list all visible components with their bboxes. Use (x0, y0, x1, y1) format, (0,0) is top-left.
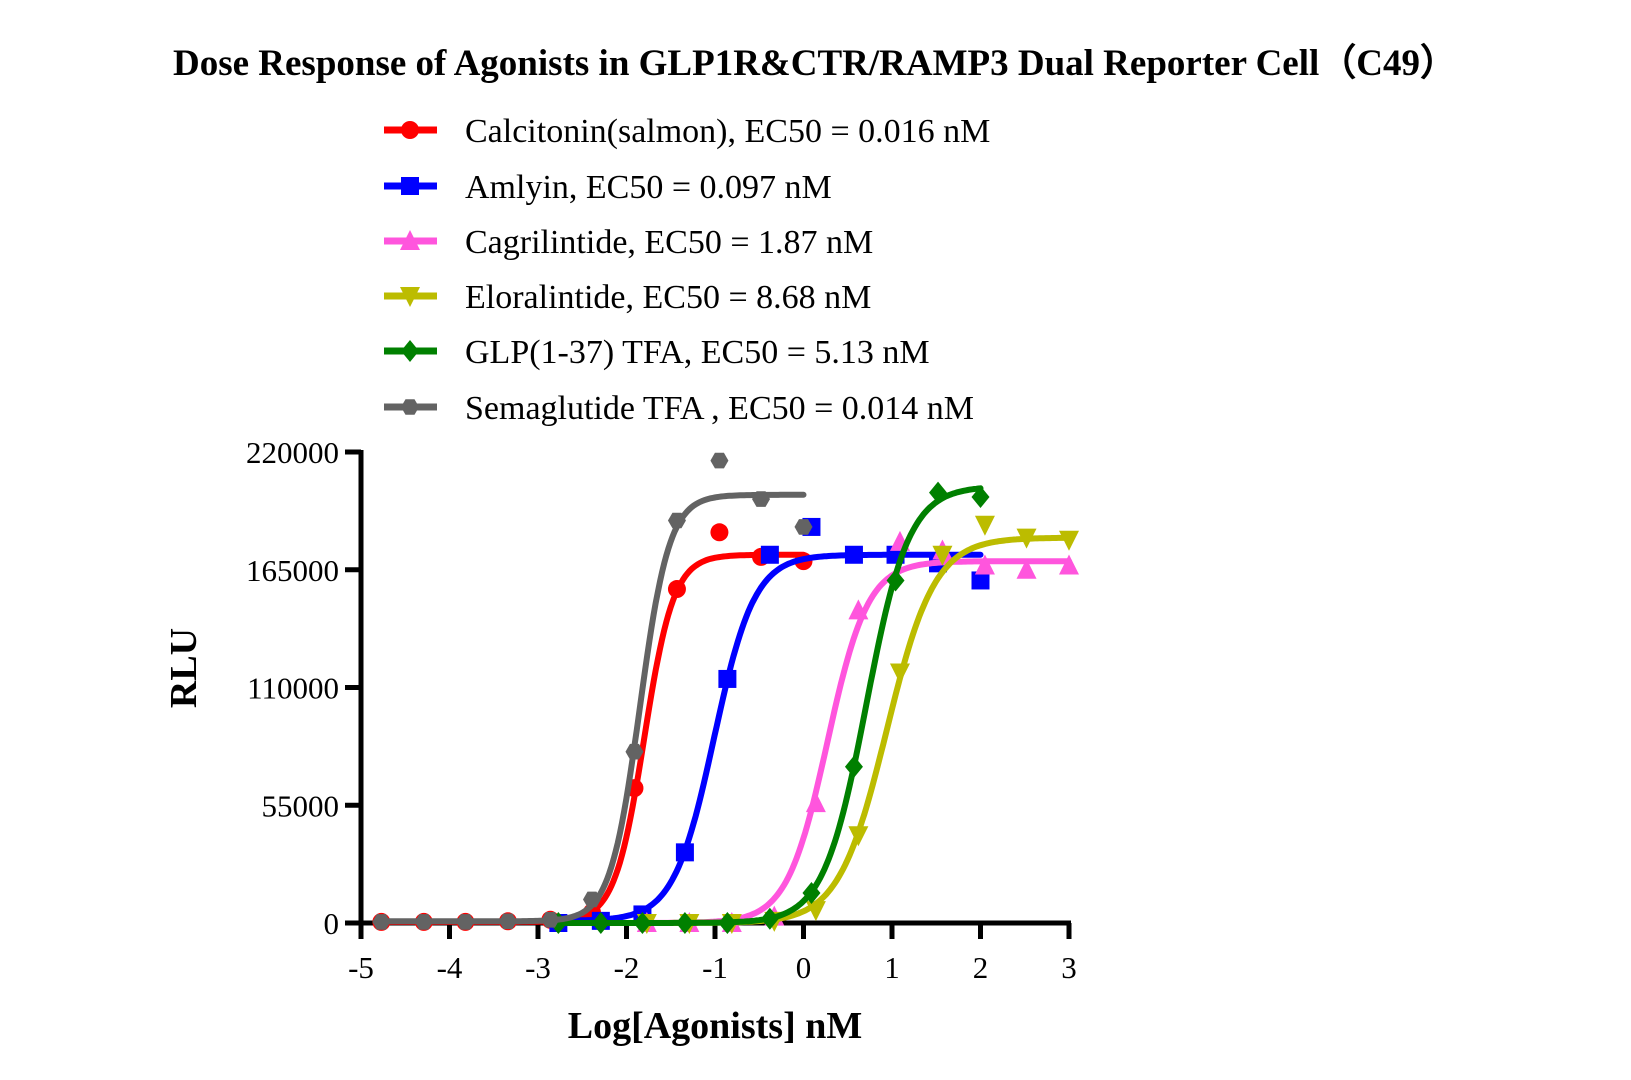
data-point-hexagon (625, 743, 644, 760)
data-point-triangle-down (932, 545, 953, 566)
data-point-square (844, 545, 863, 564)
data-point-hexagon (794, 519, 813, 535)
data-point-diamond (675, 912, 694, 934)
series-3 (636, 515, 1079, 934)
chart-title: Dose Response of Agonists in GLP1R&CTR/R… (173, 42, 1457, 84)
series-4 (549, 481, 990, 934)
legend-label: Amlyin, EC50 = 0.097 nM (465, 169, 832, 206)
data-point-hexagon (372, 914, 391, 930)
data-point-square (675, 843, 694, 862)
data-point-diamond (844, 755, 863, 778)
y-axis-label: RLU (163, 628, 205, 708)
data-point-square (760, 545, 779, 564)
data-point-triangle-down (889, 663, 910, 684)
data-point-circle (667, 580, 686, 599)
y-tick-label: 220000 (246, 435, 339, 470)
data-point-triangle-down (400, 287, 420, 307)
x-tick-label: 3 (1061, 950, 1077, 985)
data-point-diamond (802, 882, 821, 905)
legend-item: Eloralintide, EC50 = 8.68 nM (384, 279, 871, 316)
data-point-triangle-up (400, 230, 420, 250)
x-tick-label: -1 (702, 950, 728, 985)
data-point-diamond (886, 569, 905, 592)
legend-item: Calcitonin(salmon), EC50 = 0.016 nM (384, 113, 990, 150)
data-point-diamond (971, 485, 990, 508)
data-point-square (401, 177, 419, 195)
legend-item: Semaglutide TFA , EC50 = 0.014 nM (384, 390, 974, 427)
data-point-hexagon (541, 911, 560, 928)
data-point-triangle-up (805, 792, 826, 813)
data-point-triangle-up (1016, 558, 1037, 579)
series-5 (372, 452, 813, 930)
y-tick-label: 110000 (247, 671, 339, 706)
legend-label: Calcitonin(salmon), EC50 = 0.016 nM (465, 113, 990, 150)
data-point-triangle-up (848, 599, 869, 620)
data-point-circle (710, 523, 729, 542)
x-axis-label: Log[Agonists] nM (568, 1005, 863, 1047)
data-point-hexagon (456, 914, 475, 930)
data-point-triangle-down (974, 515, 995, 536)
legend-item: Cagrilintide, EC50 = 1.87 nM (384, 224, 873, 261)
fit-curve (643, 534, 1072, 926)
fit-curve (555, 551, 984, 924)
legend-label: Eloralintide, EC50 = 8.68 nM (465, 279, 871, 316)
axes: -5 -4 -3 -2 -1 0 1 2 3 0 55000 110000 165000 220000 (246, 435, 1077, 985)
data-point-hexagon (401, 399, 419, 415)
fit-curve (378, 551, 807, 925)
data-point-diamond (718, 912, 737, 934)
data-point-triangle-down (805, 901, 826, 922)
x-tick-label: 1 (884, 950, 900, 985)
x-tick-label: -5 (348, 950, 374, 985)
data-point-diamond (401, 340, 419, 362)
data-point-hexagon (582, 891, 601, 908)
x-tick-label: -2 (614, 950, 640, 985)
data-point-triangle-up (974, 554, 995, 575)
series-2 (636, 530, 1079, 932)
data-point-triangle-down (1059, 530, 1079, 551)
data-point-triangle-down (848, 826, 869, 847)
data-point-hexagon (414, 914, 433, 930)
y-tick-label: 55000 (262, 788, 340, 823)
x-tick-label: 0 (796, 950, 812, 985)
y-tick-label: 0 (324, 906, 340, 941)
plot-area (372, 452, 1079, 934)
data-point-diamond (633, 912, 652, 934)
data-point-triangle-down (1016, 528, 1037, 549)
data-point-diamond (760, 907, 779, 930)
data-point-hexagon (752, 491, 771, 507)
data-point-diamond (591, 912, 610, 934)
y-tick-label: 165000 (246, 553, 339, 588)
x-tick-label: 2 (973, 950, 989, 985)
series-0 (372, 523, 813, 931)
x-tick-label: -4 (437, 950, 463, 985)
data-point-hexagon (667, 512, 686, 529)
legend-label: GLP(1-37) TFA, EC50 = 5.13 nM (465, 334, 930, 371)
fit-curve (378, 491, 807, 925)
data-point-square (971, 571, 990, 590)
data-point-square (718, 669, 737, 688)
legend: Calcitonin(salmon), EC50 = 0.016 nM Amlyi… (384, 113, 990, 427)
data-point-hexagon (498, 913, 517, 930)
data-point-circle (401, 121, 419, 139)
data-point-hexagon (710, 452, 729, 469)
legend-label: Semaglutide TFA , EC50 = 0.014 nM (465, 390, 974, 427)
legend-item: Amlyin, EC50 = 0.097 nM (384, 169, 832, 206)
x-tick-label: -3 (525, 950, 551, 985)
legend-item: GLP(1-37) TFA, EC50 = 5.13 nM (384, 334, 930, 371)
data-point-diamond (929, 481, 948, 504)
data-point-triangle-up (1059, 554, 1079, 575)
legend-label: Cagrilintide, EC50 = 1.87 nM (465, 224, 873, 261)
